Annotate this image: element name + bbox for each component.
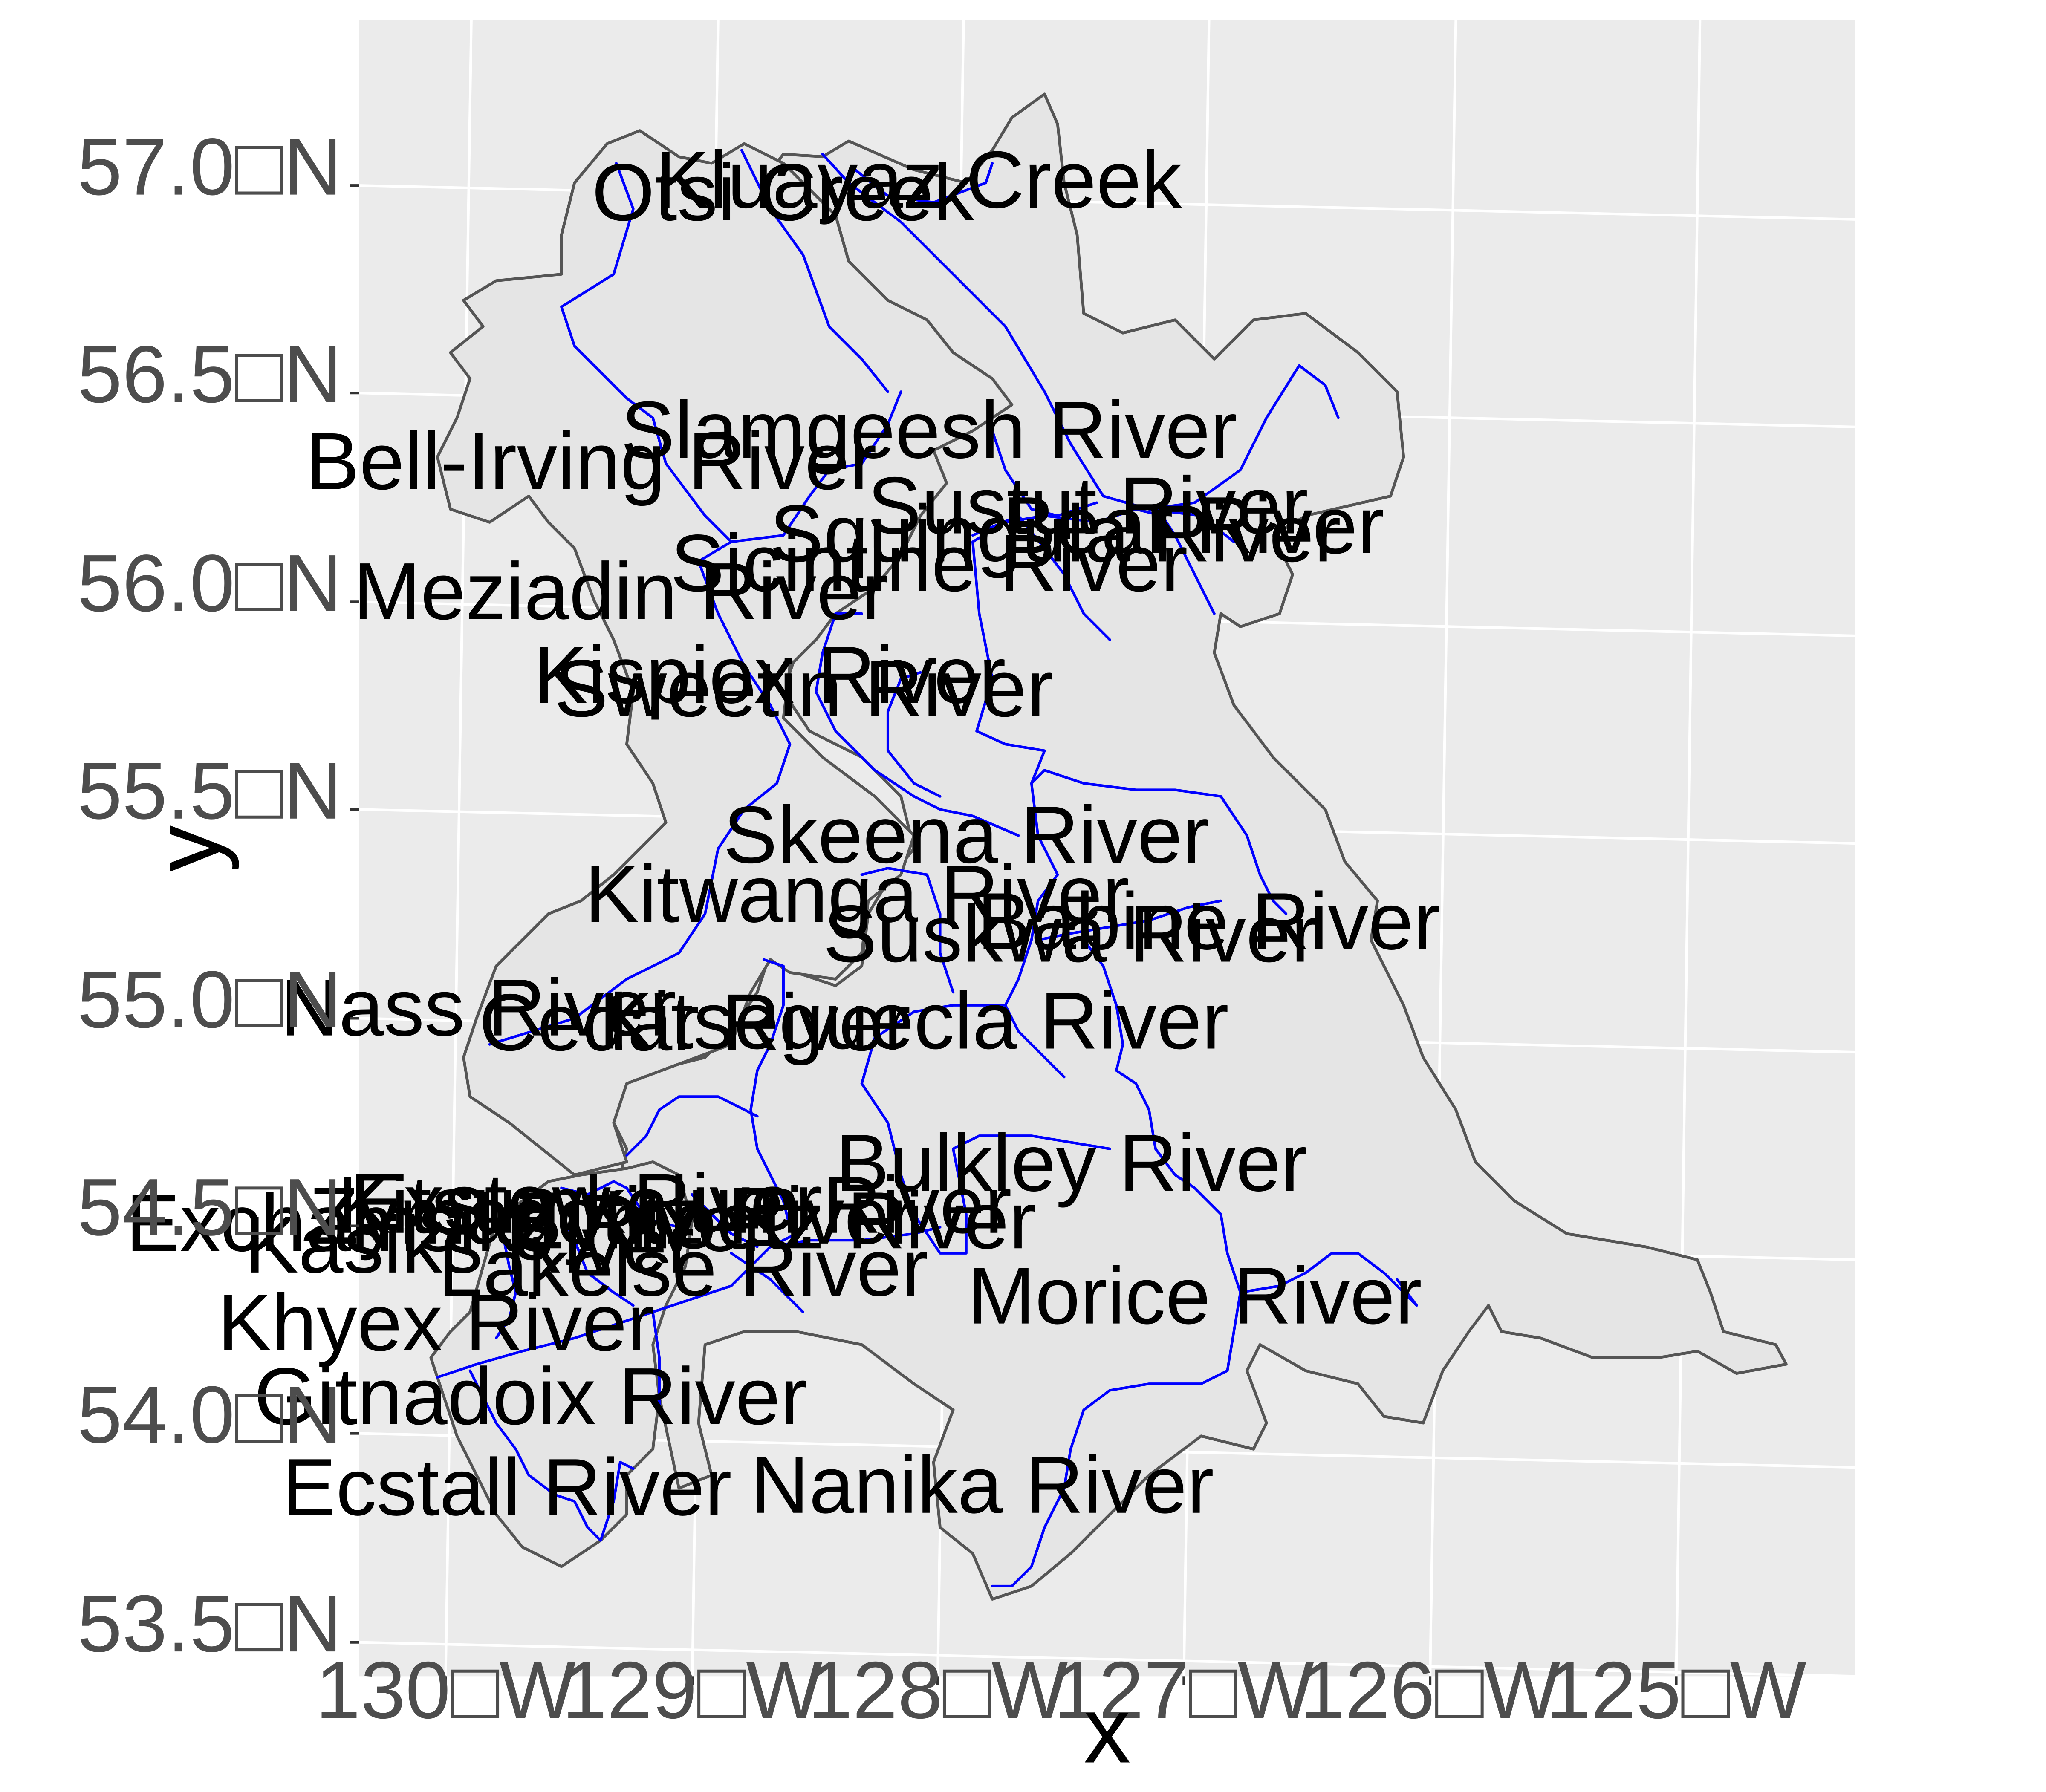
river-line-exchamsiks: [560, 1212, 635, 1307]
river-line-ecstall: [468, 1369, 635, 1542]
river-line-suskwa: [1037, 899, 1222, 941]
nass-basin-polygon: [436, 129, 1014, 1177]
parallel-53-5n: [359, 1641, 1855, 1678]
river-label: Khyex River: [218, 1278, 654, 1368]
river-label: Kluayaz Creek: [655, 135, 1182, 225]
river-label: Suskwa River: [823, 889, 1318, 979]
river-label: Squingula River: [769, 488, 1341, 579]
river-line-zymagotitz: [691, 1193, 759, 1248]
river-line-morice: [1239, 1252, 1418, 1307]
river-label: Sicintine River: [670, 518, 1188, 609]
river-line-babine: [1030, 769, 1288, 915]
y-tick-label: 54.0□N: [77, 1370, 342, 1460]
x-tick-label: 129□W: [562, 1645, 823, 1735]
river-label: Kitwanga River: [585, 849, 1129, 939]
y-tick-label: 56.5□N: [77, 329, 342, 420]
y-axis: 57.0□N 56.5□N 56.0□N 55.5□N 55.0□N 54.5□N 54.0…: [77, 122, 359, 1669]
river-label: Kasiks River: [244, 1200, 694, 1290]
river-label: Exstew River: [350, 1157, 822, 1248]
y-axis-title: y: [134, 825, 240, 872]
river-label: Bear River: [1002, 480, 1384, 571]
river-line-nass: [488, 390, 902, 1046]
river-label: Kitseguecla River: [599, 976, 1229, 1066]
y-tick-label: 57.0□N: [77, 122, 342, 212]
river-line-sweetin: [886, 671, 942, 798]
river-label: Nanika River: [751, 1440, 1214, 1530]
river-label: Kitsumkalum River: [337, 1160, 1012, 1250]
river-label: Ecstall River: [282, 1442, 732, 1532]
river-label: Slamgeesh River: [621, 385, 1237, 475]
meridian-125w: [1675, 20, 1702, 1677]
x-tick-label: 130□W: [315, 1645, 576, 1735]
river-line-squingula: [991, 429, 1098, 517]
river-line-gitnadoix: [651, 1310, 661, 1411]
river-line-cedar: [749, 958, 792, 1229]
river-line-exstew: [560, 1180, 680, 1229]
y-tick-label: 56.0□N: [77, 538, 342, 629]
y-tick-label: 53.5□N: [77, 1578, 342, 1669]
river-line-kitseguecla: [1004, 1004, 1066, 1079]
x-tick-label: 125□W: [1546, 1645, 1806, 1735]
river-line-kispiox-lower: [815, 612, 1020, 837]
y-tick-label: 54.5□N: [77, 1162, 342, 1252]
river-line-skeena-main: [860, 508, 1216, 1255]
meridian-126w: [1429, 20, 1457, 1677]
y-tick-label: 55.5□N: [77, 746, 342, 836]
y-tick-label: 55.0□N: [77, 955, 342, 1045]
river-label: Lakelse River: [438, 1223, 928, 1313]
river-line-kitsumkalum: [625, 1095, 759, 1157]
river-line-zymoetz: [769, 1226, 942, 1248]
x-tick-label: 126□W: [1300, 1645, 1561, 1735]
river-label: Gitnadoix River: [254, 1351, 807, 1442]
river-line-bulkley: [1082, 938, 1242, 1411]
river-network: [436, 149, 1418, 1588]
river-label: Otsi Creek: [592, 147, 974, 238]
river-line-skeena-upper: [821, 153, 1235, 543]
river-label: Zymoetz River: [514, 1175, 1036, 1266]
river-label: Skeena River: [723, 790, 1209, 880]
river-label: Morice River: [968, 1251, 1422, 1341]
river-line-lakelse: [730, 1252, 804, 1313]
x-axis-title: x: [1084, 1677, 1130, 1782]
river-label: Kispiox River: [534, 630, 1006, 720]
river-label: Zymagotitz River: [309, 1171, 916, 1261]
river-line-sicintine: [971, 514, 1111, 641]
x-tick-label: 127□W: [1054, 1645, 1314, 1735]
river-label: Nass River: [280, 963, 676, 1053]
river-line-otsi-kluayaz: [854, 162, 994, 204]
river-line-kitwanga: [860, 867, 955, 994]
river-label: Sweetin River: [554, 644, 1054, 734]
river-line-sustut-bear: [1147, 364, 1340, 511]
x-tick-label: 128□W: [808, 1645, 1068, 1735]
river-label: Babine River: [977, 876, 1440, 967]
river-label: Cedar River: [479, 978, 910, 1068]
river-line-bell-irving: [560, 162, 733, 543]
river-label: Sustut River: [867, 460, 1308, 551]
river-label: Bell-Irving River: [306, 416, 877, 507]
river-label: Meziadin River: [353, 546, 889, 637]
river-line-kasiks: [494, 1232, 517, 1340]
river-line-kispiox: [740, 149, 890, 393]
river-label: Exchamsiks River: [126, 1178, 769, 1268]
river-label: Bulkley River: [835, 1118, 1308, 1208]
river-line-nanika: [991, 1408, 1085, 1588]
